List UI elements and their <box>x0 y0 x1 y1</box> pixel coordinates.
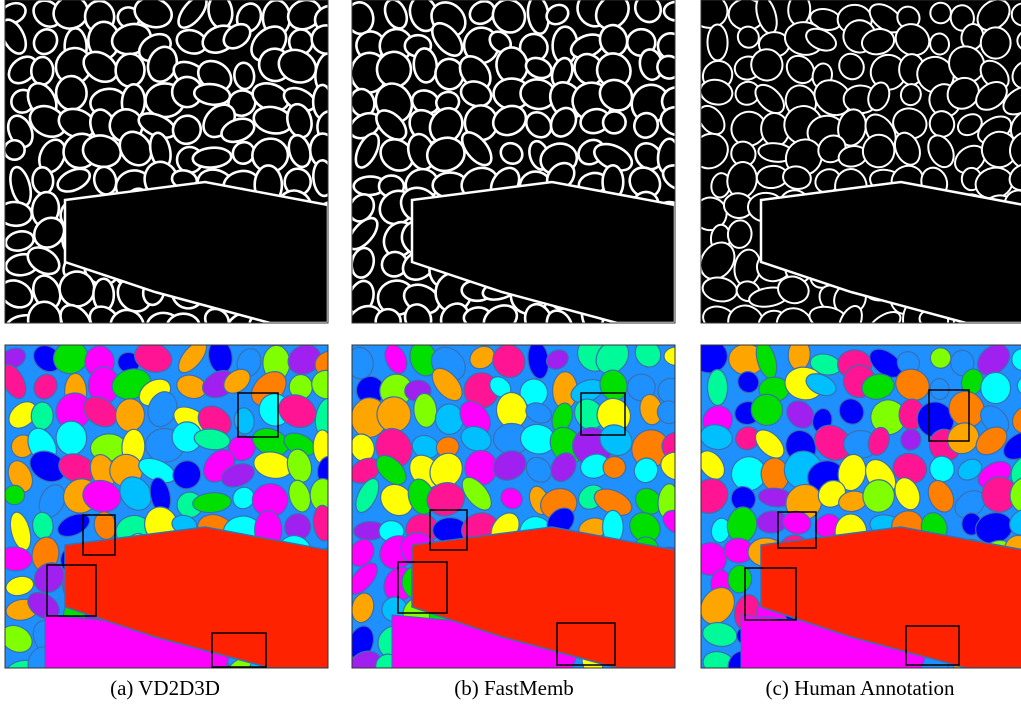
figure: (a) VD2D3D (b) FastMemb (c) Human Annota… <box>0 0 1021 710</box>
cell <box>55 75 87 110</box>
segmentation-panel <box>0 336 351 670</box>
panels <box>0 0 1021 670</box>
cell <box>981 372 1011 404</box>
segmentation-panel <box>341 331 698 670</box>
membrane-panel <box>341 0 698 347</box>
panel-content <box>0 336 351 670</box>
cell <box>707 369 727 405</box>
membrane-panel <box>0 0 351 350</box>
panel-content <box>0 0 351 350</box>
panel-content <box>685 0 1021 352</box>
caption: (b) FastMemb <box>349 676 679 701</box>
cell <box>707 24 727 60</box>
segmentation-panel <box>685 336 1021 670</box>
cell <box>788 338 811 370</box>
panel-content <box>341 0 698 347</box>
cell <box>664 347 690 366</box>
caption: (c) Human Annotation <box>695 676 1021 701</box>
cell <box>27 301 62 340</box>
cell <box>31 402 54 431</box>
panel-content <box>685 336 1021 670</box>
cell <box>313 430 331 464</box>
cell <box>4 485 25 505</box>
caption: (a) VD2D3D <box>0 676 330 701</box>
panel-content <box>341 331 698 670</box>
membrane-panel <box>685 0 1021 352</box>
cell <box>664 2 690 21</box>
cell <box>115 53 145 87</box>
cell <box>115 398 145 432</box>
cell <box>4 140 25 160</box>
cell <box>166 313 200 342</box>
cell <box>31 57 54 86</box>
cell <box>31 166 54 194</box>
cell <box>981 27 1011 59</box>
